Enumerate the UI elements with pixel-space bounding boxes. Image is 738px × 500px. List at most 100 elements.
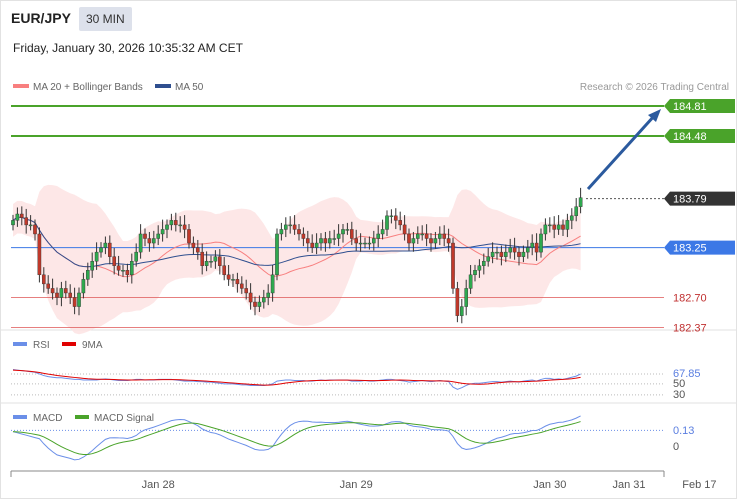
instrument-title: EUR/JPY bbox=[11, 10, 71, 26]
candle-body bbox=[99, 247, 103, 253]
timeframe-badge[interactable]: 30 MIN bbox=[79, 7, 132, 31]
candle-body bbox=[530, 242, 534, 248]
level-label-support: 182.37 bbox=[673, 322, 707, 334]
legend-label-macd-signal: MACD Signal bbox=[94, 413, 154, 424]
current-price-label: 183.79 bbox=[673, 194, 707, 206]
candle-body bbox=[517, 251, 521, 257]
forecast-arrow-shaft bbox=[586, 113, 657, 191]
legend-swatch-9ma bbox=[62, 342, 76, 346]
rsi-value-label: 67.85 bbox=[673, 368, 701, 380]
x-axis: Jan 28 Jan 29 Jan 30 Jan 31 Feb 17 bbox=[10, 470, 717, 491]
legend-swatch-ma20 bbox=[13, 84, 29, 88]
legend-label-rsi: RSI bbox=[33, 340, 50, 351]
candle-body bbox=[336, 233, 341, 239]
candle-body bbox=[354, 238, 359, 244]
candle-body bbox=[178, 224, 183, 227]
candle-body bbox=[77, 292, 81, 307]
candle-body bbox=[173, 220, 178, 226]
candle-body bbox=[20, 213, 24, 218]
rsi-tick-50: 50 bbox=[673, 378, 685, 390]
rsi-ma-line bbox=[12, 369, 581, 386]
candle-body bbox=[68, 292, 72, 298]
candle-body bbox=[438, 233, 442, 239]
candle-body bbox=[574, 206, 578, 217]
legend-label-ma50: MA 50 bbox=[175, 82, 204, 93]
candle-body bbox=[59, 288, 64, 298]
candle-body bbox=[103, 242, 108, 248]
candle-body bbox=[504, 251, 508, 257]
candle-body bbox=[416, 233, 420, 239]
ma20-line bbox=[12, 216, 581, 278]
candle-body bbox=[244, 288, 249, 294]
candle-body bbox=[499, 251, 504, 257]
candle-body bbox=[270, 274, 275, 294]
candle-body bbox=[442, 233, 447, 239]
candle-body bbox=[345, 229, 350, 231]
candle-body bbox=[468, 274, 473, 289]
candle-body bbox=[543, 224, 548, 235]
candle-body bbox=[385, 215, 389, 230]
legend-swatch-ma50 bbox=[155, 84, 171, 88]
level-label-resistance: 184.81 bbox=[673, 101, 707, 113]
candle-body bbox=[288, 224, 293, 227]
candle-body bbox=[81, 279, 86, 294]
candle-body bbox=[486, 256, 491, 262]
candle-body bbox=[191, 242, 196, 248]
candle-body bbox=[226, 274, 231, 280]
candle-body bbox=[526, 247, 530, 253]
candle-body bbox=[129, 260, 134, 276]
macd-panel: 0.13 0 bbox=[11, 415, 694, 461]
candle-body bbox=[328, 238, 332, 244]
candle-body bbox=[464, 288, 469, 307]
level-label-support: 182.70 bbox=[673, 293, 707, 305]
candle-body bbox=[284, 224, 288, 230]
candle-body bbox=[508, 247, 513, 253]
candle-body bbox=[319, 238, 323, 244]
candle-body bbox=[411, 238, 416, 244]
candle-body bbox=[143, 233, 147, 239]
candle-body bbox=[380, 229, 385, 235]
forecast-arrow bbox=[586, 109, 661, 191]
candle-body bbox=[262, 297, 266, 303]
candle-body bbox=[15, 213, 20, 221]
candle-body bbox=[292, 224, 297, 230]
macd-tick-0: 0 bbox=[673, 441, 679, 453]
candle-body bbox=[561, 224, 565, 230]
candle-body bbox=[323, 238, 328, 244]
candle-body bbox=[534, 242, 539, 253]
forecast-arrow-head bbox=[648, 109, 661, 122]
candle-body bbox=[182, 224, 187, 230]
candle-body bbox=[33, 224, 37, 235]
candle-body bbox=[556, 224, 561, 230]
candle-body bbox=[253, 301, 257, 307]
candle-body bbox=[46, 283, 50, 289]
level-labels: 184.81 184.48 183.25 182.70 182.37 183.79 bbox=[664, 99, 735, 334]
price-legend: MA 20 + Bollinger Bands MA 50 bbox=[13, 82, 204, 93]
candle-body bbox=[138, 233, 143, 253]
candle-body bbox=[477, 265, 482, 271]
ma50-line bbox=[12, 216, 581, 268]
candles bbox=[11, 187, 583, 324]
bollinger-band-area bbox=[13, 184, 581, 335]
candle-body bbox=[376, 233, 381, 239]
moving-averages bbox=[12, 216, 581, 278]
candle-body bbox=[85, 270, 90, 280]
candle-body bbox=[112, 256, 116, 266]
candle-body bbox=[570, 215, 574, 221]
candle-body bbox=[363, 242, 367, 245]
candle-body bbox=[279, 229, 284, 235]
candle-body bbox=[42, 274, 46, 285]
x-tick-label: Jan 28 bbox=[142, 479, 175, 491]
candle-body bbox=[125, 270, 130, 276]
candle-body bbox=[552, 224, 556, 230]
candle-body bbox=[121, 270, 125, 272]
chart-datetime: Friday, January 30, 2026 10:35:32 AM CET bbox=[13, 41, 243, 55]
macd-signal-line bbox=[12, 421, 581, 456]
candle-body bbox=[332, 238, 337, 240]
candle-body bbox=[231, 279, 235, 281]
rsi-tick-30: 30 bbox=[673, 389, 685, 401]
candle-body bbox=[217, 256, 222, 266]
candle-body bbox=[539, 233, 543, 253]
legend-label-macd: MACD bbox=[33, 413, 62, 424]
